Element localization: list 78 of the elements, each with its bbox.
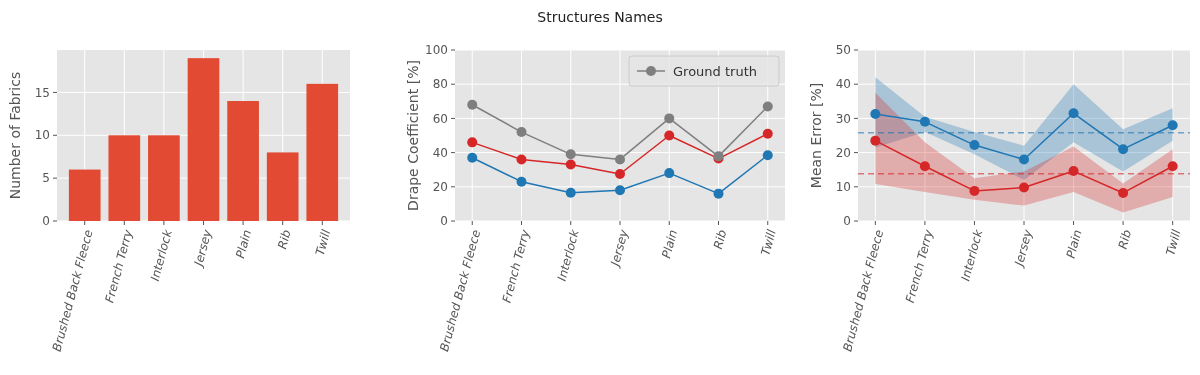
y-tick-label: 80 — [432, 77, 448, 92]
point — [1118, 187, 1129, 198]
bar — [68, 169, 101, 221]
point — [664, 130, 675, 141]
point — [516, 176, 527, 187]
point — [1118, 144, 1129, 155]
point — [969, 185, 980, 196]
point — [467, 99, 478, 110]
y-tick-label: 10 — [835, 180, 851, 194]
legend-label: Ground truth — [673, 63, 757, 79]
x-tick-label: Rib — [1115, 227, 1135, 251]
y-tick-label: 40 — [432, 145, 448, 160]
point — [467, 152, 478, 163]
x-tick-label: Plain — [233, 228, 255, 260]
point — [615, 168, 625, 179]
y-tick-label: 100 — [425, 43, 448, 58]
x-tick-label: Twill — [758, 227, 779, 258]
point — [969, 140, 980, 151]
point — [870, 135, 881, 146]
point — [664, 113, 675, 124]
y-tick-label: 20 — [835, 145, 851, 160]
chart-title: Structures Names — [537, 9, 663, 25]
y-tick-label: 40 — [835, 77, 851, 92]
x-tick-label: Plain — [659, 228, 681, 260]
point — [919, 116, 930, 127]
x-tick-label: Brushed Back Fleece — [840, 228, 887, 353]
x-tick-label: French Terry — [499, 227, 533, 305]
point — [1019, 182, 1029, 193]
point — [615, 154, 625, 165]
point — [467, 137, 478, 148]
x-tick-label: Brushed Back Fleece — [437, 228, 484, 353]
point — [1167, 161, 1178, 172]
y-axis-title: Drape Coefficient [%] — [405, 60, 421, 211]
y-tick-label: 20 — [432, 180, 448, 194]
x-tick-label: Rib — [275, 227, 294, 251]
x-tick-label: Twill — [1163, 227, 1184, 258]
point — [1167, 120, 1178, 131]
bar — [266, 152, 299, 221]
y-axis-title: Mean Error [%] — [808, 82, 824, 189]
point — [1019, 154, 1029, 165]
bar — [227, 101, 259, 221]
x-tick-label: Jersey — [190, 227, 215, 270]
point — [870, 108, 881, 119]
x-tick-label: Jersey — [1011, 227, 1036, 270]
point — [565, 159, 576, 170]
y-tick-label: 60 — [432, 111, 448, 126]
y-tick-label: 0 — [440, 214, 448, 229]
point — [565, 149, 576, 160]
point — [1068, 108, 1079, 119]
point — [1068, 166, 1079, 177]
y-tick-label: 30 — [835, 111, 851, 126]
y-tick-label: 5 — [42, 171, 50, 186]
y-tick-label: 15 — [34, 85, 50, 100]
y-axis-title: Number of Fabrics — [7, 71, 23, 200]
bar — [187, 58, 220, 221]
x-tick-label: Twill — [312, 227, 334, 258]
x-tick-label: Jersey — [607, 227, 632, 270]
x-tick-label: French Terry — [102, 227, 136, 305]
point — [565, 187, 576, 198]
point — [919, 161, 930, 172]
y-tick-label: 50 — [835, 43, 851, 58]
y-tick-label: 0 — [42, 214, 50, 229]
point — [762, 150, 773, 161]
bar — [148, 135, 180, 221]
point — [762, 101, 773, 112]
bar — [306, 83, 339, 221]
point — [664, 168, 675, 179]
point — [762, 128, 773, 139]
x-tick-label: Plain — [1063, 228, 1085, 260]
point — [713, 188, 724, 199]
point — [615, 185, 625, 196]
y-tick-label: 0 — [843, 214, 851, 229]
x-tick-label: French Terry — [902, 227, 937, 305]
bar — [108, 135, 141, 221]
point — [516, 154, 527, 165]
x-tick-label: Rib — [710, 227, 730, 251]
point — [516, 127, 527, 138]
y-tick-label: 10 — [34, 128, 50, 143]
